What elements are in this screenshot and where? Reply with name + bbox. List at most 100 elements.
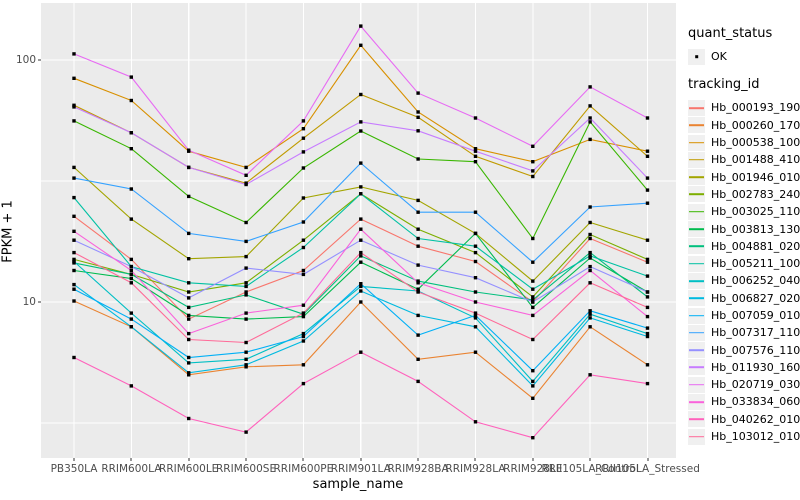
data-point[interactable] bbox=[359, 92, 363, 97]
data-point[interactable] bbox=[301, 268, 306, 273]
data-point[interactable] bbox=[588, 373, 592, 377]
data-point[interactable] bbox=[473, 160, 478, 164]
data-point[interactable] bbox=[129, 272, 133, 277]
data-point[interactable] bbox=[416, 110, 420, 114]
legend-item-Hb_000260_170[interactable]: Hb_000260_170 bbox=[688, 117, 800, 134]
data-point[interactable] bbox=[359, 217, 363, 221]
data-point[interactable] bbox=[129, 311, 133, 315]
data-point[interactable] bbox=[416, 281, 420, 285]
data-point[interactable] bbox=[473, 147, 478, 151]
data-point[interactable] bbox=[473, 116, 478, 120]
data-point[interactable] bbox=[588, 116, 592, 120]
data-point[interactable] bbox=[72, 268, 76, 273]
data-point[interactable] bbox=[72, 76, 76, 80]
data-point[interactable] bbox=[129, 325, 133, 329]
data-point[interactable] bbox=[645, 381, 650, 386]
data-point[interactable] bbox=[72, 287, 76, 291]
data-point[interactable] bbox=[244, 311, 248, 315]
legend-item-Hb_007059_010[interactable]: Hb_007059_010 bbox=[688, 307, 800, 324]
data-point[interactable] bbox=[531, 298, 535, 302]
data-point[interactable] bbox=[129, 131, 133, 135]
data-point[interactable] bbox=[359, 161, 363, 165]
data-point[interactable] bbox=[129, 268, 133, 273]
data-point[interactable] bbox=[588, 316, 592, 320]
legend-item-Hb_002783_240[interactable]: Hb_002783_240 bbox=[688, 186, 800, 203]
data-point[interactable] bbox=[359, 260, 363, 264]
data-point[interactable] bbox=[72, 119, 76, 123]
data-point[interactable] bbox=[645, 149, 650, 153]
data-point[interactable] bbox=[244, 165, 248, 170]
data-point[interactable] bbox=[244, 254, 248, 259]
data-point[interactable] bbox=[244, 293, 248, 297]
legend-item-Hb_006827_020[interactable]: Hb_006827_020 bbox=[688, 290, 800, 307]
data-point[interactable] bbox=[531, 169, 535, 173]
data-point[interactable] bbox=[645, 274, 650, 278]
data-point[interactable] bbox=[359, 254, 363, 258]
data-point[interactable] bbox=[301, 150, 306, 154]
data-point[interactable] bbox=[531, 260, 535, 264]
data-point[interactable] bbox=[531, 174, 535, 179]
data-point[interactable] bbox=[301, 311, 306, 315]
data-point[interactable] bbox=[129, 281, 133, 285]
data-point[interactable] bbox=[473, 250, 478, 255]
data-point[interactable] bbox=[129, 75, 133, 79]
data-point[interactable] bbox=[187, 313, 191, 318]
data-point[interactable] bbox=[72, 52, 76, 56]
data-point[interactable] bbox=[588, 85, 592, 89]
data-point[interactable] bbox=[129, 217, 133, 221]
legend-item-Hb_007317_110[interactable]: Hb_007317_110 bbox=[688, 324, 800, 341]
data-point[interactable] bbox=[359, 185, 363, 189]
data-point[interactable] bbox=[244, 284, 248, 289]
data-point[interactable] bbox=[645, 201, 650, 205]
data-point[interactable] bbox=[244, 350, 248, 354]
data-point[interactable] bbox=[473, 316, 478, 320]
data-point[interactable] bbox=[187, 337, 191, 342]
data-point[interactable] bbox=[301, 127, 306, 131]
data-point[interactable] bbox=[244, 266, 248, 270]
data-point[interactable] bbox=[588, 104, 592, 108]
data-point[interactable] bbox=[531, 384, 535, 388]
data-point[interactable] bbox=[244, 363, 248, 367]
data-point[interactable] bbox=[129, 187, 133, 191]
data-point[interactable] bbox=[473, 244, 478, 248]
data-point[interactable] bbox=[301, 245, 306, 250]
data-point[interactable] bbox=[473, 300, 478, 304]
data-point[interactable] bbox=[416, 333, 420, 337]
data-point[interactable] bbox=[473, 276, 478, 280]
data-point[interactable] bbox=[588, 256, 592, 260]
data-point[interactable] bbox=[645, 188, 650, 192]
data-point[interactable] bbox=[473, 350, 478, 354]
data-point[interactable] bbox=[645, 331, 650, 336]
data-point[interactable] bbox=[531, 305, 535, 310]
legend-item-Hb_001946_010[interactable]: Hb_001946_010 bbox=[688, 168, 800, 186]
data-point[interactable] bbox=[359, 300, 363, 304]
data-point[interactable] bbox=[588, 205, 592, 209]
data-point[interactable] bbox=[187, 371, 191, 375]
data-point[interactable] bbox=[129, 147, 133, 151]
data-point[interactable] bbox=[359, 192, 363, 196]
legend-item-Hb_004881_020[interactable]: Hb_004881_020 bbox=[688, 238, 800, 255]
data-point[interactable] bbox=[645, 363, 650, 367]
data-point[interactable] bbox=[301, 314, 306, 319]
data-point[interactable] bbox=[301, 339, 306, 343]
data-point[interactable] bbox=[301, 272, 306, 277]
data-point[interactable] bbox=[187, 290, 191, 294]
data-point[interactable] bbox=[416, 227, 420, 231]
data-point[interactable] bbox=[531, 144, 535, 148]
data-point[interactable] bbox=[187, 361, 191, 365]
data-point[interactable] bbox=[129, 276, 133, 281]
data-point[interactable] bbox=[416, 313, 420, 318]
data-point[interactable] bbox=[645, 326, 650, 330]
data-point[interactable] bbox=[531, 337, 535, 342]
data-point[interactable] bbox=[531, 295, 535, 299]
data-point[interactable] bbox=[588, 325, 592, 329]
data-point[interactable] bbox=[244, 239, 248, 244]
data-point[interactable] bbox=[72, 299, 76, 303]
data-point[interactable] bbox=[359, 282, 363, 286]
data-point[interactable] bbox=[244, 357, 248, 361]
data-point[interactable] bbox=[72, 105, 76, 109]
data-point[interactable] bbox=[187, 257, 191, 261]
data-point[interactable] bbox=[359, 289, 363, 293]
data-point[interactable] bbox=[72, 238, 76, 242]
data-point[interactable] bbox=[473, 231, 478, 236]
